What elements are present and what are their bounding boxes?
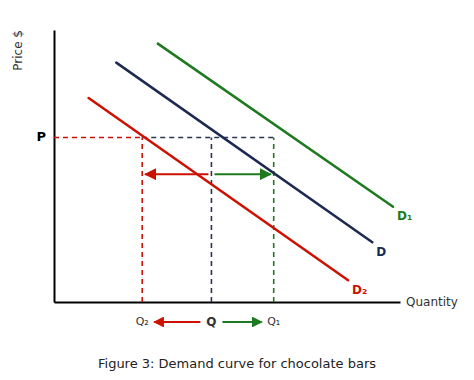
shift-arrow	[214, 173, 270, 175]
axis-shift-arrow	[154, 321, 200, 323]
quantity-label: Q	[206, 315, 216, 329]
chart-title: Figure 3: Demand curve for chocolate bar…	[98, 356, 376, 371]
data-group	[54, 44, 393, 302]
quantity-line	[211, 137, 213, 302]
series-label: D₂	[352, 283, 367, 297]
y-axis	[54, 31, 55, 303]
demand-curve	[158, 44, 393, 207]
axis-line	[54, 31, 56, 303]
shift-arrow	[145, 173, 208, 175]
quantity-line	[273, 137, 275, 302]
axis-shift-arrow	[222, 321, 261, 323]
series-label: D	[376, 245, 386, 259]
y-axis-title: Price $	[11, 30, 25, 71]
chart-svg: D D₁ D₂ P Q₂ Q Q₁ Price $ Quantity Figure 3: Dema…	[0, 0, 474, 380]
quantity-label: Q₁	[267, 315, 280, 328]
quantity-label: Q₂	[136, 315, 149, 328]
quantity-line	[141, 137, 143, 302]
price-line	[54, 137, 142, 139]
series-label: D₁	[397, 209, 412, 223]
demand-curve	[89, 98, 349, 280]
demand-curve	[116, 63, 372, 243]
x-axis	[55, 302, 401, 303]
axis-line	[55, 302, 401, 304]
chart-container: D D₁ D₂ P Q₂ Q Q₁ Price $ Quantity Figure 3: Dema…	[0, 0, 474, 380]
price-line	[142, 137, 273, 139]
price-label: P	[36, 129, 46, 144]
plot-area: D D₁ D₂ P Q₂ Q Q₁ Price $ Quantity	[11, 30, 458, 329]
x-axis-title: Quantity	[406, 295, 458, 309]
